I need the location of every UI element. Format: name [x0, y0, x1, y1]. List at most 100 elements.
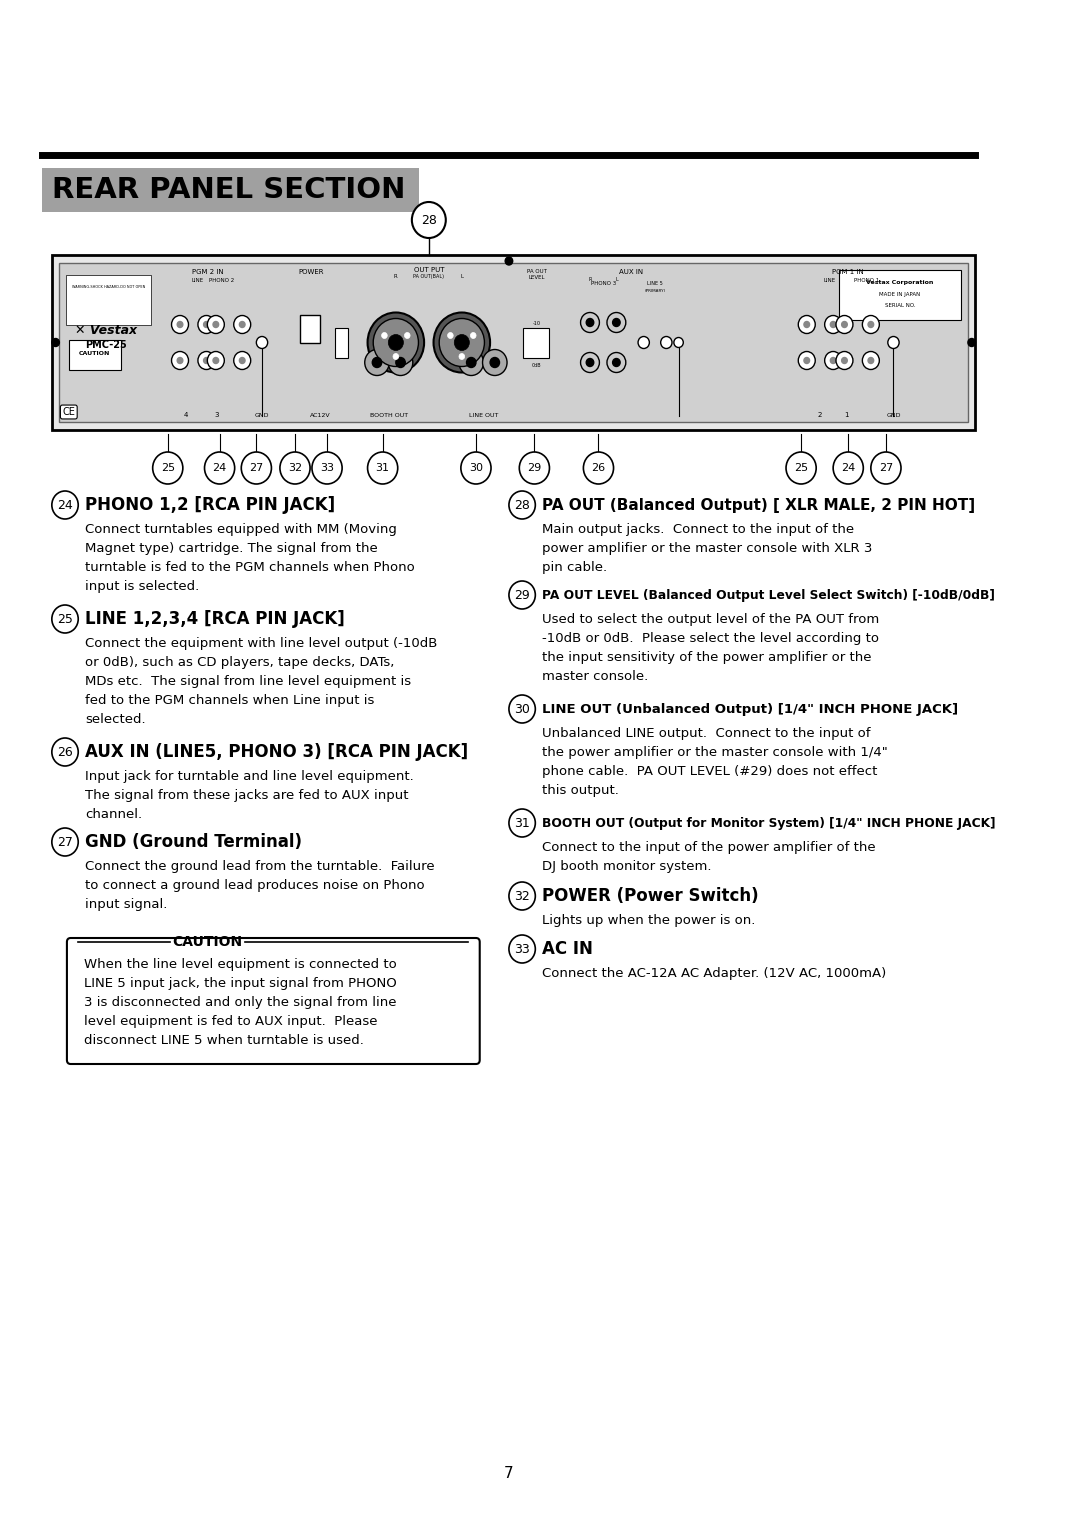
- Circle shape: [172, 315, 189, 333]
- FancyBboxPatch shape: [52, 255, 975, 429]
- Circle shape: [207, 351, 225, 370]
- Text: PMC-25: PMC-25: [85, 339, 127, 350]
- Circle shape: [586, 359, 594, 367]
- Text: 1: 1: [845, 413, 849, 419]
- Text: 24: 24: [57, 498, 73, 512]
- Text: PHONO 3: PHONO 3: [591, 281, 616, 286]
- Circle shape: [177, 321, 183, 327]
- Circle shape: [836, 315, 853, 333]
- Circle shape: [862, 351, 879, 370]
- Text: AUX IN: AUX IN: [620, 269, 644, 275]
- Circle shape: [312, 452, 342, 484]
- FancyBboxPatch shape: [523, 327, 550, 358]
- Circle shape: [256, 336, 268, 348]
- Text: ✕ Vestax: ✕ Vestax: [76, 324, 137, 338]
- Text: 30: 30: [514, 703, 530, 715]
- Text: 27: 27: [249, 463, 264, 474]
- Text: LINE OUT: LINE OUT: [469, 413, 498, 419]
- Circle shape: [868, 358, 874, 364]
- FancyBboxPatch shape: [300, 315, 321, 342]
- Circle shape: [280, 452, 310, 484]
- Text: L: L: [615, 277, 618, 283]
- Circle shape: [393, 353, 399, 359]
- Circle shape: [509, 882, 536, 911]
- Circle shape: [483, 350, 507, 376]
- Text: Main output jacks.  Connect to the input of the
power amplifier or the master co: Main output jacks. Connect to the input …: [542, 523, 873, 575]
- Text: CAUTION: CAUTION: [79, 351, 110, 356]
- Circle shape: [804, 358, 810, 364]
- Circle shape: [440, 318, 485, 367]
- Circle shape: [509, 581, 536, 610]
- Circle shape: [519, 452, 550, 484]
- Text: BOOTH OUT: BOOTH OUT: [370, 413, 408, 419]
- Text: 33: 33: [514, 943, 530, 955]
- Circle shape: [467, 358, 476, 368]
- Circle shape: [786, 452, 816, 484]
- Circle shape: [52, 490, 78, 520]
- Text: Connect the equipment with line level output (-10dB
or 0dB), such as CD players,: Connect the equipment with line level ou…: [85, 637, 437, 726]
- Text: 33: 33: [320, 463, 334, 474]
- Text: Input jack for turntable and line level equipment.
The signal from these jacks a: Input jack for turntable and line level …: [85, 770, 414, 821]
- Text: 31: 31: [376, 463, 390, 474]
- Text: PHONO 2: PHONO 2: [208, 278, 234, 283]
- Text: LINE OUT (Unbalanced Output) [1/4" INCH PHONE JACK]: LINE OUT (Unbalanced Output) [1/4" INCH …: [542, 703, 958, 715]
- Text: POWER: POWER: [298, 269, 324, 275]
- Circle shape: [968, 339, 975, 347]
- Text: 29: 29: [527, 463, 541, 474]
- Circle shape: [798, 315, 815, 333]
- Circle shape: [870, 452, 901, 484]
- Text: PA OUT (Balanced Output) [ XLR MALE, 2 PIN HOT]: PA OUT (Balanced Output) [ XLR MALE, 2 P…: [542, 498, 975, 512]
- Circle shape: [471, 333, 476, 339]
- Circle shape: [674, 338, 684, 347]
- Circle shape: [841, 321, 848, 327]
- Text: PGM 1 IN: PGM 1 IN: [833, 269, 864, 275]
- Text: 26: 26: [57, 746, 73, 758]
- Circle shape: [367, 452, 397, 484]
- Text: WARNING-SHOCK HAZARD-DO NOT OPEN: WARNING-SHOCK HAZARD-DO NOT OPEN: [71, 286, 145, 289]
- Circle shape: [455, 335, 470, 350]
- FancyBboxPatch shape: [335, 327, 348, 358]
- Circle shape: [365, 350, 389, 376]
- Text: 30: 30: [469, 463, 483, 474]
- Circle shape: [505, 257, 513, 264]
- FancyBboxPatch shape: [59, 263, 968, 422]
- FancyBboxPatch shape: [69, 339, 121, 370]
- Text: 25: 25: [57, 613, 73, 625]
- Text: PA OUT
LEVEL: PA OUT LEVEL: [527, 269, 548, 280]
- Text: 28: 28: [514, 498, 530, 512]
- Circle shape: [581, 313, 599, 333]
- Text: GND: GND: [255, 413, 269, 419]
- Circle shape: [233, 315, 251, 333]
- Text: PGM 2 IN: PGM 2 IN: [191, 269, 224, 275]
- Text: GND (Ground Terminal): GND (Ground Terminal): [85, 833, 301, 851]
- Text: LINE 1,2,3,4 [RCA PIN JACK]: LINE 1,2,3,4 [RCA PIN JACK]: [85, 610, 345, 628]
- Circle shape: [198, 315, 215, 333]
- Text: 3: 3: [215, 413, 219, 419]
- Text: 7: 7: [504, 1465, 514, 1481]
- Text: 4: 4: [184, 413, 188, 419]
- Circle shape: [241, 452, 271, 484]
- FancyBboxPatch shape: [66, 275, 151, 325]
- Circle shape: [804, 321, 810, 327]
- Circle shape: [203, 358, 210, 364]
- Text: Used to select the output level of the PA OUT from
-10dB or 0dB.  Please select : Used to select the output level of the P…: [542, 613, 879, 683]
- Circle shape: [661, 336, 672, 348]
- Circle shape: [825, 351, 841, 370]
- Circle shape: [638, 336, 649, 348]
- Circle shape: [233, 351, 251, 370]
- Text: PHONO 1: PHONO 1: [854, 278, 880, 283]
- Circle shape: [459, 353, 464, 359]
- FancyBboxPatch shape: [67, 938, 480, 1063]
- Circle shape: [607, 313, 625, 333]
- Text: Connect the AC-12A AC Adapter. (12V AC, 1000mA): Connect the AC-12A AC Adapter. (12V AC, …: [542, 967, 887, 979]
- Circle shape: [509, 490, 536, 520]
- Text: -10: -10: [532, 321, 540, 325]
- Circle shape: [509, 808, 536, 837]
- Circle shape: [868, 321, 874, 327]
- Circle shape: [396, 358, 405, 368]
- Text: 0dB: 0dB: [531, 362, 541, 368]
- Text: R: R: [589, 277, 592, 283]
- Circle shape: [586, 318, 594, 327]
- Text: 2: 2: [818, 413, 822, 419]
- Circle shape: [836, 351, 853, 370]
